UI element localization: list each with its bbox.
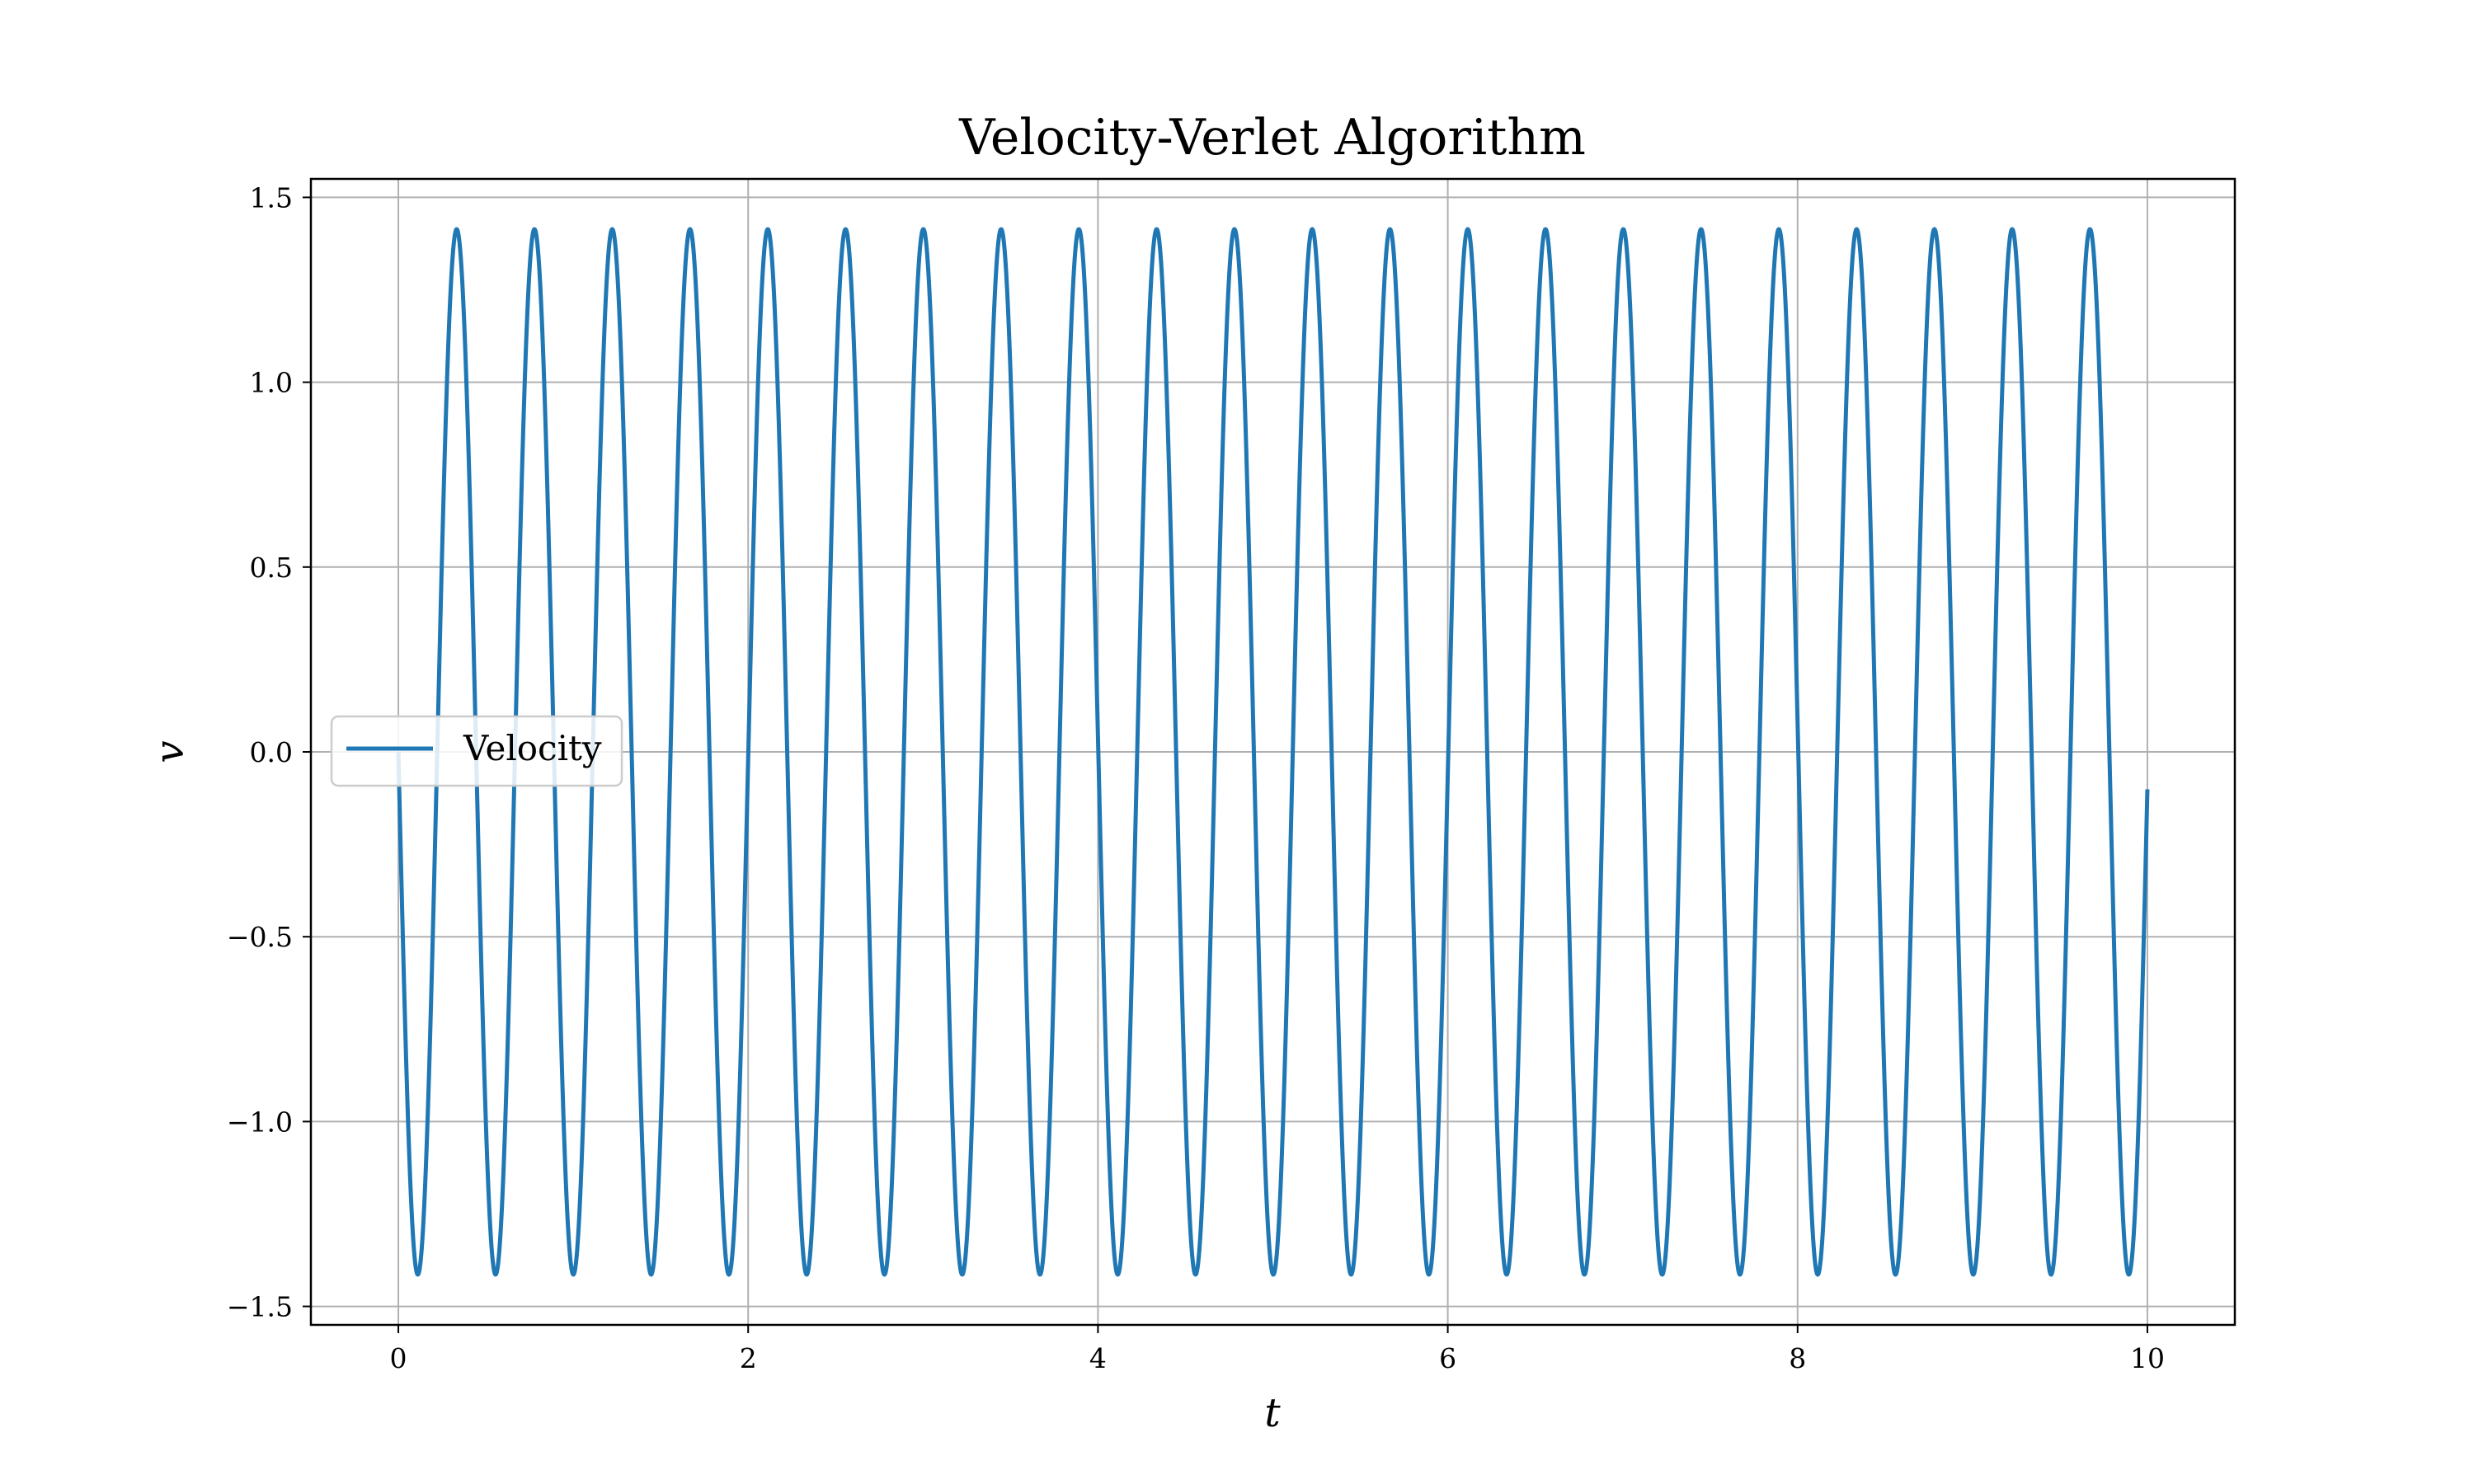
y-tick-label: 0.0 [250,736,293,768]
x-tick-label: 4 [1089,1342,1107,1374]
y-tick-label: −1.0 [227,1106,293,1138]
ticks: 0 2 4 6 8 10 −1.5 −1.0 −0.5 0.0 0.5 1.0 1.5 [227,181,2165,1374]
y-tick-label: 1.0 [250,367,293,399]
chart-title: Velocity-Verlet Algorithm [958,109,1586,167]
x-tick-label: 8 [1789,1342,1806,1374]
legend-box [330,715,623,787]
series-layer [396,227,2150,1277]
legend-label-velocity: Velocity [463,728,602,768]
x-tick-label: 0 [390,1342,407,1374]
series-line-velocity [396,227,2150,1277]
x-tick-label: 10 [2130,1342,2165,1374]
y-tick-label: −1.5 [227,1291,293,1323]
legend: Velocity [330,715,623,787]
y-axis-label: v [147,740,193,763]
y-tick-label: −0.5 [227,921,293,953]
y-tick-label: 1.5 [250,181,293,214]
x-axis-label: t [1264,1390,1281,1436]
y-tick-label: 0.5 [250,552,293,584]
x-tick-label: 2 [740,1342,757,1374]
x-tick-label: 6 [1439,1342,1456,1374]
